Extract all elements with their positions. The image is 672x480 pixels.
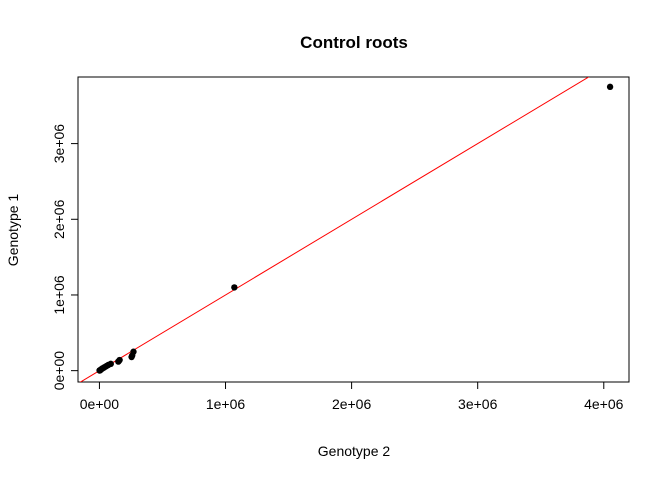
x-axis-label: Genotype 2 — [318, 443, 391, 459]
data-point-17 — [96, 367, 103, 374]
plot-layer: 0e+00 1e+06 2e+06 3e+06 4e+06 0e+00 1e+06 2e+06… — [51, 76, 630, 412]
y-axis-label: Genotype 1 — [5, 194, 21, 267]
y-tick-label-1: 1e+06 — [51, 275, 67, 315]
y-tick-label-0: 0e+00 — [51, 351, 67, 391]
y-tick-label-2: 2e+06 — [51, 199, 67, 239]
x-tick-label-2: 2e+06 — [332, 396, 372, 412]
data-point-4 — [128, 353, 135, 361]
data-point-1 — [231, 284, 238, 291]
x-tick-label-4: 4e+06 — [584, 396, 624, 412]
data-point-6 — [115, 358, 122, 365]
reference-line — [79, 77, 590, 382]
data-point-0 — [606, 83, 614, 91]
y-tick-label-3: 3e+06 — [51, 124, 67, 164]
x-tick-label-3: 3e+06 — [458, 396, 498, 412]
x-tick-label-0: 0e+00 — [80, 396, 120, 412]
chart-title: Control roots — [300, 33, 408, 52]
x-tick-label-1: 1e+06 — [206, 396, 246, 412]
plot-frame — [77, 76, 630, 383]
